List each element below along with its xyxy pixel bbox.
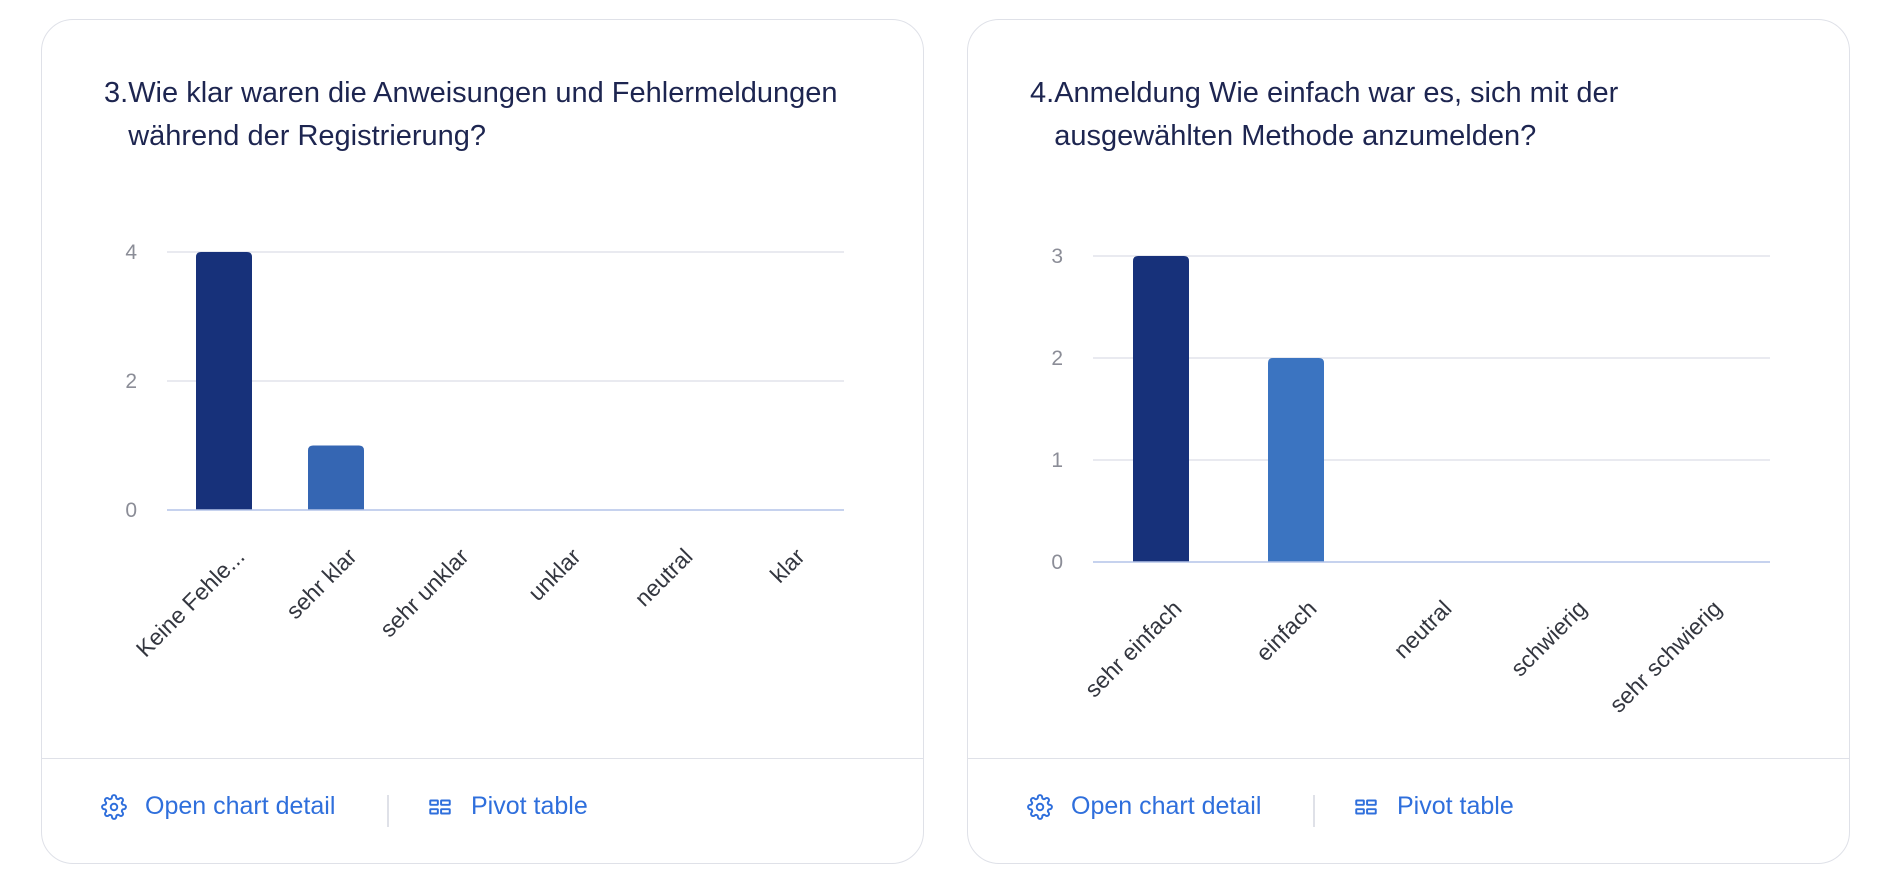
bar xyxy=(1268,358,1324,562)
bar-chart: 0 2 4 Keine Fehle... sehr klar sehr unklar unk… xyxy=(125,241,844,662)
open-chart-detail-label: Open chart detail xyxy=(1071,792,1262,820)
bar xyxy=(308,445,364,510)
x-category-label: unklar xyxy=(523,543,586,606)
x-category-label: sehr einfach xyxy=(1080,595,1187,702)
open-chart-detail-button[interactable]: Open chart detail xyxy=(101,792,335,821)
pivot-table-icon xyxy=(1355,799,1377,814)
chart-card-question-3: 3. Wie klar waren die Anweisungen und Fe… xyxy=(41,19,924,864)
y-tick-label: 1 xyxy=(1051,449,1063,472)
y-tick-label: 2 xyxy=(1051,347,1063,370)
card-title: 4. Anmeldung Wie einfach war es, sich mi… xyxy=(1030,72,1790,158)
y-tick-label: 0 xyxy=(1051,551,1063,574)
question-text: Wie klar waren die Anweisungen und Fehle… xyxy=(128,77,838,152)
chart-card-question-4: 4. Anmeldung Wie einfach war es, sich mi… xyxy=(967,19,1850,864)
bar xyxy=(196,252,252,510)
footer-divider xyxy=(1313,795,1315,827)
x-category-label: schwierig xyxy=(1505,595,1591,681)
open-chart-detail-label: Open chart detail xyxy=(145,792,336,820)
y-tick-label: 4 xyxy=(125,241,137,264)
y-tick-label: 0 xyxy=(125,499,137,522)
gear-icon xyxy=(1027,793,1053,820)
question-number: 3. xyxy=(104,77,129,109)
card-title: 3. Wie klar waren die Anweisungen und Fe… xyxy=(104,72,864,158)
pivot-table-button[interactable]: Pivot table xyxy=(1353,792,1514,821)
card-footer: Open chart detail Pivot table xyxy=(42,758,923,863)
x-category-label: einfach xyxy=(1251,595,1322,666)
x-category-label: klar xyxy=(765,543,810,588)
x-category-label: sehr schwierig xyxy=(1604,595,1726,717)
pivot-table-icon xyxy=(429,799,451,814)
card-footer: Open chart detail Pivot table xyxy=(968,758,1849,863)
pivot-table-label: Pivot table xyxy=(471,792,588,820)
question-number: 4. xyxy=(1030,77,1055,109)
footer-divider xyxy=(387,795,389,827)
pivot-table-label: Pivot table xyxy=(1397,792,1514,820)
bar xyxy=(1133,256,1189,562)
x-category-label: neutral xyxy=(1388,595,1456,663)
question-text: Anmeldung Wie einfach war es, sich mit d… xyxy=(1054,77,1619,152)
bar-chart: 0 1 2 3 sehr einfach einfach neutral schwierig s… xyxy=(1051,245,1770,717)
pivot-table-button[interactable]: Pivot table xyxy=(427,792,588,821)
x-category-label: sehr unklar xyxy=(375,543,474,642)
x-category-label: Keine Fehle... xyxy=(131,543,250,662)
gear-icon xyxy=(101,793,127,820)
x-category-label: neutral xyxy=(629,543,697,611)
x-category-label: sehr klar xyxy=(281,543,362,624)
y-tick-label: 3 xyxy=(1051,245,1063,268)
y-tick-label: 2 xyxy=(125,370,137,393)
open-chart-detail-button[interactable]: Open chart detail xyxy=(1027,792,1261,821)
